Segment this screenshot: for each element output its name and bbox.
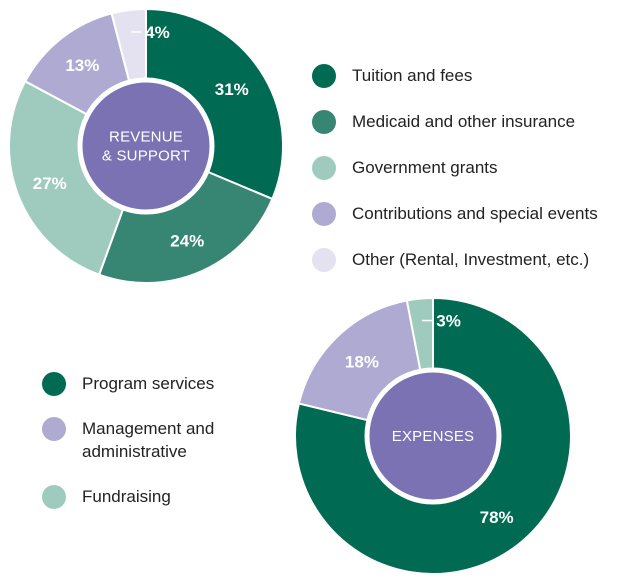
legend-label: Fundraising [82, 487, 171, 506]
slice-value-label-other-rental-investment-etc: 4% [145, 23, 170, 42]
revenue-legend-item-other-rental-investment-etc: Other (Rental, Investment, etc.) [312, 248, 638, 272]
legend-label: Program services [82, 374, 215, 393]
revenue-legend-item-tuition-and-fees: Tuition and fees [312, 64, 638, 88]
revenue-support-donut-chart: 31% 24% 27% 13% 4% REVENUE & SUPPORT [8, 7, 284, 284]
expenses-legend: Program services Management and administr… [42, 372, 282, 530]
revenue-legend-item-government-grants: Government grants [312, 156, 638, 180]
donut-center [77, 77, 215, 215]
chart-title-line: REVENUE [109, 129, 183, 146]
chart-title-line: EXPENSES [392, 428, 474, 445]
legend-label: Government grants [352, 158, 498, 177]
slice-value-label-medicaid-and-other-insurance: 24% [170, 231, 204, 250]
legend-swatch [42, 372, 66, 396]
legend-swatch [312, 156, 336, 180]
legend-swatch [312, 110, 336, 134]
legend-swatch [312, 202, 336, 226]
legend-label: Medicaid and other insurance [352, 112, 576, 131]
slice-value-label-management-and-administrative: 18% [345, 352, 379, 371]
slice-value-label-fundraising: 3% [436, 312, 461, 331]
legend-swatch [312, 248, 336, 272]
slice-value-label-tuition-and-fees: 31% [215, 80, 249, 99]
expenses-legend-item-fundraising: Fundraising [42, 485, 282, 509]
legend-swatch [312, 64, 336, 88]
legend-swatch [42, 485, 66, 509]
slice-value-label-program-services: 78% [480, 508, 514, 527]
revenue-legend: Tuition and fees Medicaid and other insur… [312, 64, 638, 294]
slice-value-label-government-grants: 27% [33, 174, 67, 193]
legend-swatch [42, 417, 66, 441]
revenue-legend-item-medicaid-and-other-insurance: Medicaid and other insurance [312, 110, 638, 134]
expenses-legend-item-program-services: Program services [42, 372, 282, 396]
legend-label: Contributions and special events [352, 204, 598, 223]
chart-title-line: & SUPPORT [102, 148, 190, 165]
legend-label: Management and administrative [82, 419, 215, 461]
expenses-donut-chart: 78% 18% 3% EXPENSES [294, 296, 572, 575]
slice-value-label-contributions-and-special-events: 13% [65, 56, 99, 75]
donut-center [364, 367, 502, 505]
legend-label: Other (Rental, Investment, etc.) [352, 250, 590, 269]
revenue-legend-item-contributions-and-special-events: Contributions and special events [312, 202, 638, 226]
legend-label: Tuition and fees [352, 66, 473, 85]
expenses-legend-item-management-and-administrative: Management and administrative [42, 417, 282, 463]
